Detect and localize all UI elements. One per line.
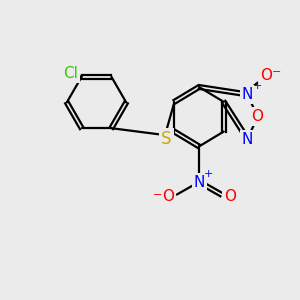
- Text: −: −: [152, 190, 162, 200]
- Text: O: O: [162, 190, 174, 205]
- Text: −: −: [272, 67, 281, 76]
- Text: Cl: Cl: [63, 66, 78, 81]
- Text: O: O: [252, 109, 264, 124]
- Text: +: +: [252, 81, 262, 91]
- Text: +: +: [204, 169, 213, 179]
- Text: O: O: [260, 68, 272, 82]
- Text: N: N: [242, 131, 253, 146]
- Text: N: N: [242, 87, 253, 102]
- Text: S: S: [161, 130, 172, 148]
- Text: O: O: [224, 190, 236, 205]
- Text: N: N: [194, 175, 205, 190]
